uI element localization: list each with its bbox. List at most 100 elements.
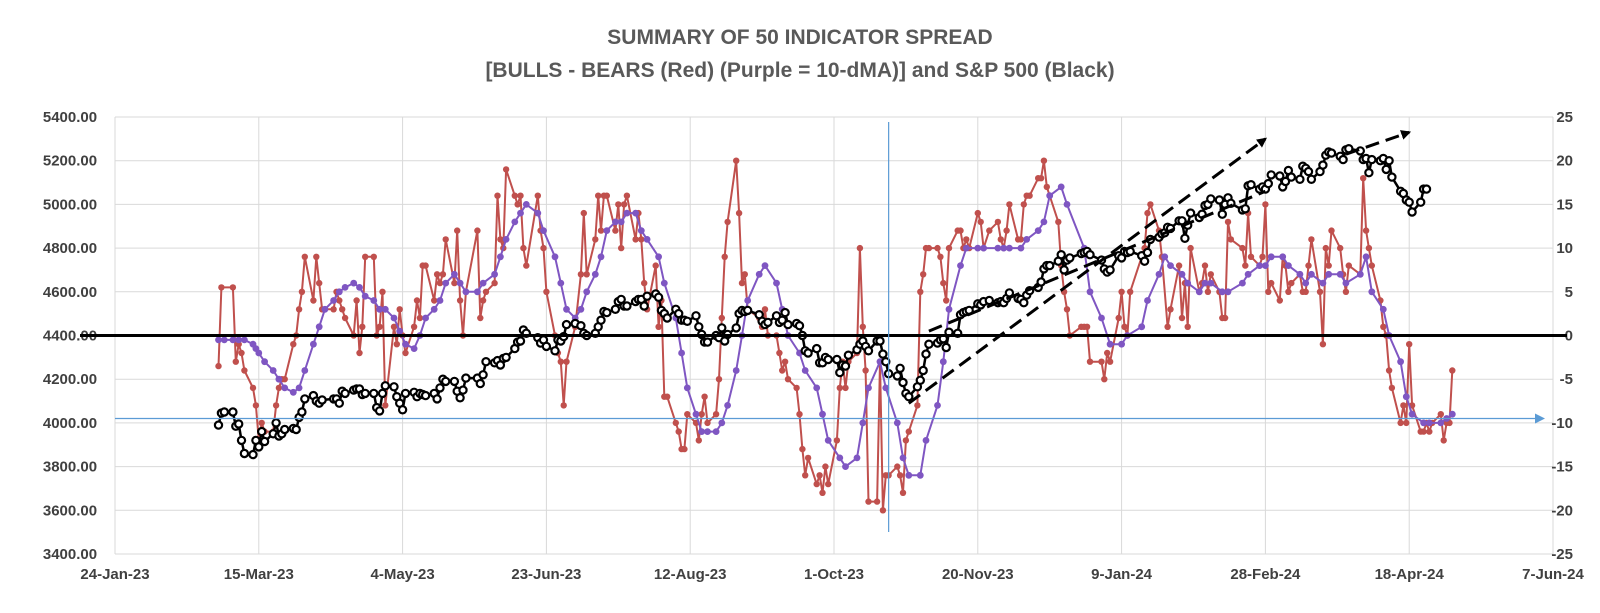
series-spread-point [238, 349, 245, 357]
series-ma-point [315, 323, 323, 331]
series-ma-point [356, 284, 363, 291]
series-ma-point [655, 253, 662, 261]
series-spread-point [456, 297, 464, 304]
series-spread-point [1276, 297, 1284, 304]
series-ma-point [974, 244, 982, 252]
series-spread-point [336, 297, 343, 304]
y-right-tick-label: 10 [1556, 240, 1573, 257]
series-sp500-point [248, 449, 258, 460]
series-spread-point [1164, 323, 1171, 330]
series-spread-point [1121, 323, 1128, 330]
series-spread-point [301, 253, 308, 260]
series-spread-point [945, 244, 953, 252]
series-sp500-point [271, 418, 281, 428]
series-spread-point [494, 192, 501, 199]
series-spread-point [1316, 288, 1324, 295]
x-tick-label: 20-Nov-23 [942, 566, 1014, 583]
series-spread-point [612, 227, 619, 234]
series-ma-point [1308, 270, 1315, 278]
series-sp500-point [1367, 154, 1377, 165]
series-spread-point [316, 279, 323, 287]
series-ma-point [773, 279, 780, 287]
series-sp500-point [892, 371, 903, 381]
y-left-tick-label: 4600.00 [43, 284, 97, 301]
series-spread-point [330, 306, 337, 313]
series-spread-point [733, 157, 740, 164]
series-ma-point [1420, 419, 1427, 427]
series-sp500-point [541, 341, 552, 352]
series-spread-point [632, 236, 639, 243]
series-spread-point [1006, 201, 1013, 208]
series-sp500-point [835, 367, 845, 378]
series-ma-point [1285, 262, 1292, 269]
series-spread-point [738, 279, 746, 287]
series-ma-point [1319, 279, 1327, 287]
series-sp500-point [610, 304, 621, 314]
series-spread-point [1040, 157, 1048, 164]
series-ma-point [235, 336, 243, 344]
series-spread-point [1187, 244, 1194, 252]
series-spread-point [1178, 314, 1186, 322]
series-sp500-point [1180, 233, 1190, 243]
series-spread-point [396, 306, 403, 313]
series-ma-point [853, 454, 861, 462]
series-spread-point [1175, 262, 1183, 269]
series-spread-point [1144, 209, 1151, 217]
series-spread-point [1003, 227, 1010, 234]
y-left-tick-label: 5200.00 [43, 153, 97, 170]
series-ma [215, 183, 1456, 479]
series-spread-point [595, 192, 602, 199]
series-spread-point [1221, 314, 1229, 322]
series-spread-point [1147, 201, 1154, 208]
series-spread-point [741, 271, 748, 278]
series-spread-point [1026, 192, 1033, 199]
series-spread-point [252, 402, 260, 409]
series-sp500-point [1263, 178, 1274, 189]
series-ma-point [577, 305, 585, 313]
series-sp500-point [1286, 172, 1297, 182]
y-left-tick-label: 4400.00 [43, 328, 97, 345]
series-spread-point [1247, 253, 1255, 260]
series-spread-point [675, 428, 682, 435]
series-spread-point [416, 314, 424, 322]
series-spread-point [618, 244, 625, 252]
series-ma-point [321, 305, 329, 313]
series-spread-point [1224, 218, 1232, 226]
series-sp500-point [254, 442, 264, 452]
series-spread-point [313, 253, 320, 260]
series-spread-point [1063, 306, 1071, 313]
series-ma-point [402, 340, 409, 348]
series-spread-point [712, 411, 720, 418]
series-spread-point [597, 227, 605, 234]
series-spread-point [1328, 227, 1335, 234]
x-tick-label: 9-Jan-24 [1091, 566, 1153, 583]
series-ma-point [922, 437, 930, 444]
series-ma-point [462, 288, 470, 296]
series-ma-point [1106, 340, 1114, 348]
series-ma-point [275, 375, 283, 383]
series-spread-point [799, 445, 806, 453]
series-sp500-point [904, 392, 914, 402]
series-spread-point [1426, 428, 1433, 435]
series-spread-point [1420, 428, 1427, 435]
series-sp500-point [334, 398, 344, 408]
series-ma-point [456, 279, 464, 287]
series-ma-point [390, 314, 398, 322]
x-tick-label: 18-Apr-24 [1375, 566, 1445, 583]
series-spread-point [1086, 358, 1094, 365]
series-spread-point [819, 489, 826, 496]
series-ma-point [1207, 279, 1215, 287]
series-spread-point [1285, 288, 1292, 295]
series-ma-point [859, 419, 867, 427]
series-spread-point [1325, 262, 1332, 269]
series-ma-point [1302, 279, 1310, 287]
series-sp500-point [1105, 265, 1115, 275]
series-spread-point [925, 244, 933, 252]
series-ma-point [1178, 270, 1186, 278]
series-sp500-point [1381, 164, 1391, 175]
series-spread-point [543, 288, 550, 295]
series-spread-point [793, 384, 800, 392]
series-ma-point [1086, 288, 1094, 296]
series-spread-point [825, 480, 832, 488]
